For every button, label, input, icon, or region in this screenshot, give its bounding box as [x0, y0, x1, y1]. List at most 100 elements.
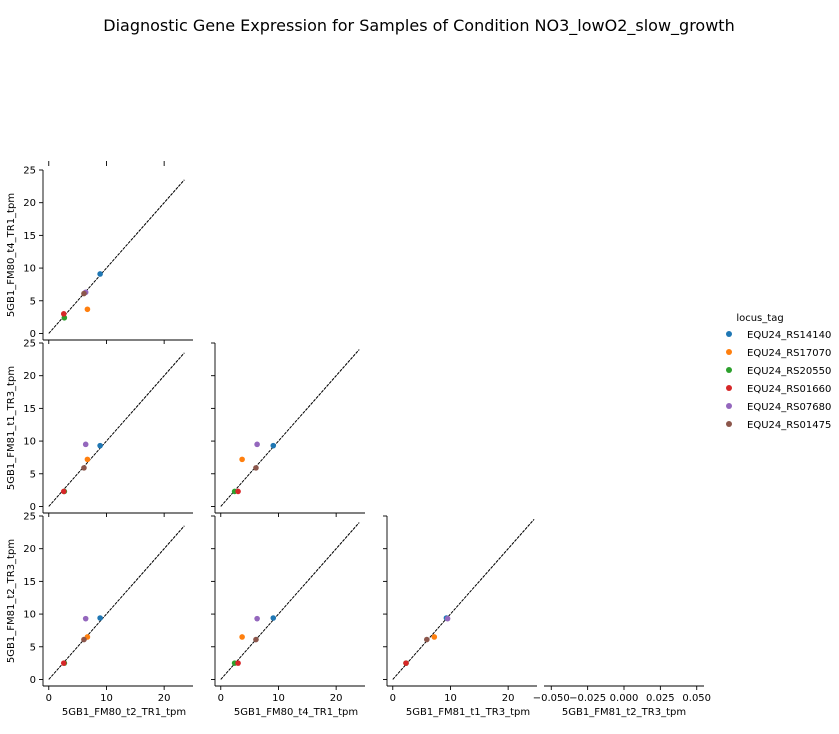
data-point: [239, 456, 245, 463]
y-tick-label: 25: [23, 512, 36, 523]
x-tick-label: −0.025: [569, 693, 606, 704]
y-axis-label: 5GB1_FM81_t1_TR3_tpm: [6, 366, 17, 490]
x-tick-label: 0: [390, 693, 396, 704]
data-point: [81, 290, 87, 297]
y-tick-label: 0: [30, 329, 36, 340]
panel-r0-c0: 0 5 10 15 20 25 5GB1_FM80_t4_TR1_tpm: [6, 161, 193, 344]
legend-label: EQU24_RS20550: [747, 366, 831, 377]
x-axis-label: 5GB1_FM80_t4_TR1_tpm: [234, 707, 358, 718]
legend-item: EQU24_RS01475: [726, 420, 831, 431]
identity-line: [220, 349, 360, 507]
y-tick-label: 5: [30, 296, 36, 307]
y-tick-label: 5: [30, 642, 36, 653]
data-point: [431, 634, 438, 640]
y-tick-label: 10: [23, 437, 36, 448]
panel-r1-c0: 0 5 10 15 20 25 5GB1_FM81_t1_TR3_tpm: [6, 339, 193, 517]
legend-marker: [726, 403, 732, 409]
data-point: [60, 660, 67, 666]
legend-label: EQU24_RS17070: [747, 348, 831, 359]
data-point: [97, 615, 103, 621]
x-tick-label: 20: [330, 693, 343, 704]
x-tick-label: −0.050: [533, 693, 570, 704]
data-point: [84, 306, 91, 313]
data-point: [254, 441, 260, 448]
legend-item: EQU24_RS01660: [726, 384, 831, 395]
data-point: [239, 634, 245, 640]
y-tick-label: 0: [30, 502, 36, 513]
x-axis-label: 5GB1_FM80_t2_TR1_tpm: [62, 707, 186, 718]
x-tick-label: 0.050: [682, 693, 711, 704]
panel-r2-c0: 0 10 20 0 5 10 15 20 25 5GB1_FM80_t2_TR1_tpm 5GB1_…: [6, 512, 193, 718]
legend-item: EQU24_RS17070: [726, 348, 831, 359]
panel-r2-c1: 0 10 20 5GB1_FM80_t4_TR1_tpm: [211, 515, 365, 718]
legend-marker: [726, 367, 732, 373]
data-point: [97, 442, 103, 449]
legend-marker: [726, 385, 732, 391]
data-point: [254, 615, 260, 622]
legend-item: EQU24_RS20550: [726, 366, 831, 377]
legend-label: EQU24_RS01660: [747, 384, 831, 395]
x-tick-label: 0.000: [610, 693, 639, 704]
legend-label: EQU24_RS01475: [747, 420, 831, 431]
chart-title: Diagnostic Gene Expression for Samples o…: [103, 16, 734, 36]
data-point: [60, 311, 67, 317]
legend: locus_tag EQU24_RS14140 EQU24_RS17070 EQU24…: [726, 313, 831, 431]
data-point: [253, 636, 259, 643]
data-point: [403, 660, 409, 666]
x-tick-label: 20: [502, 693, 515, 704]
data-point: [270, 615, 277, 621]
data-point: [82, 615, 89, 622]
data-point: [81, 636, 87, 643]
y-tick-label: 0: [30, 675, 36, 686]
y-tick-label: 25: [23, 166, 36, 177]
y-tick-label: 20: [23, 198, 36, 209]
panel-grid: 0 5 10 15 20 25 5GB1_FM80_t4_TR1_tpm 0 5 10 15 20 25…: [6, 161, 711, 718]
x-tick-label: 0: [46, 693, 52, 704]
y-tick-label: 5: [30, 469, 36, 480]
identity-line: [48, 525, 185, 680]
y-tick-label: 25: [23, 339, 36, 350]
data-point: [235, 488, 241, 495]
x-axis-label: 5GB1_FM81_t2_TR3_tpm: [562, 707, 686, 718]
data-point: [84, 456, 91, 463]
y-tick-label: 10: [23, 264, 36, 275]
y-tick-label: 20: [23, 371, 36, 382]
identity-line: [48, 352, 185, 507]
y-axis-label: 5GB1_FM81_t2_TR3_tpm: [6, 539, 17, 663]
panel-r2-c3-empty: −0.050 −0.025 0.000 0.025 0.050 5GB1_FM81_t2_…: [533, 685, 711, 718]
legend-marker: [726, 349, 732, 355]
identity-line: [48, 179, 185, 334]
y-axis-label: 5GB1_FM80_t4_TR1_tpm: [6, 193, 17, 317]
x-tick-label: 10: [444, 693, 457, 704]
x-tick-label: 0.025: [646, 693, 675, 704]
data-point: [235, 660, 241, 666]
x-tick-label: 10: [272, 693, 285, 704]
identity-line: [220, 522, 360, 680]
data-point: [270, 442, 277, 449]
x-axis-label: 5GB1_FM81_t1_TR3_tpm: [406, 707, 530, 718]
y-tick-label: 15: [23, 231, 36, 242]
legend-label: EQU24_RS07680: [747, 402, 831, 413]
legend-marker: [726, 331, 732, 337]
data-point: [424, 636, 430, 643]
data-point: [253, 465, 259, 471]
data-point: [82, 441, 89, 448]
legend-marker: [726, 421, 732, 427]
y-tick-label: 15: [23, 404, 36, 415]
x-tick-label: 10: [100, 693, 113, 704]
y-tick-label: 20: [23, 544, 36, 555]
legend-label: EQU24_RS14140: [747, 330, 831, 341]
data-point: [60, 488, 67, 495]
y-tick-label: 10: [23, 610, 36, 621]
x-tick-label: 20: [158, 693, 171, 704]
panel-r2-c2: 0 10 20 5GB1_FM81_t1_TR3_tpm: [383, 515, 537, 718]
panel-r1-c1: [211, 342, 365, 517]
y-tick-label: 15: [23, 577, 36, 588]
legend-item: EQU24_RS07680: [726, 402, 831, 413]
x-tick-label: 0: [218, 693, 224, 704]
legend-item: EQU24_RS14140: [726, 330, 831, 341]
data-point: [444, 615, 451, 622]
data-point: [97, 271, 103, 277]
